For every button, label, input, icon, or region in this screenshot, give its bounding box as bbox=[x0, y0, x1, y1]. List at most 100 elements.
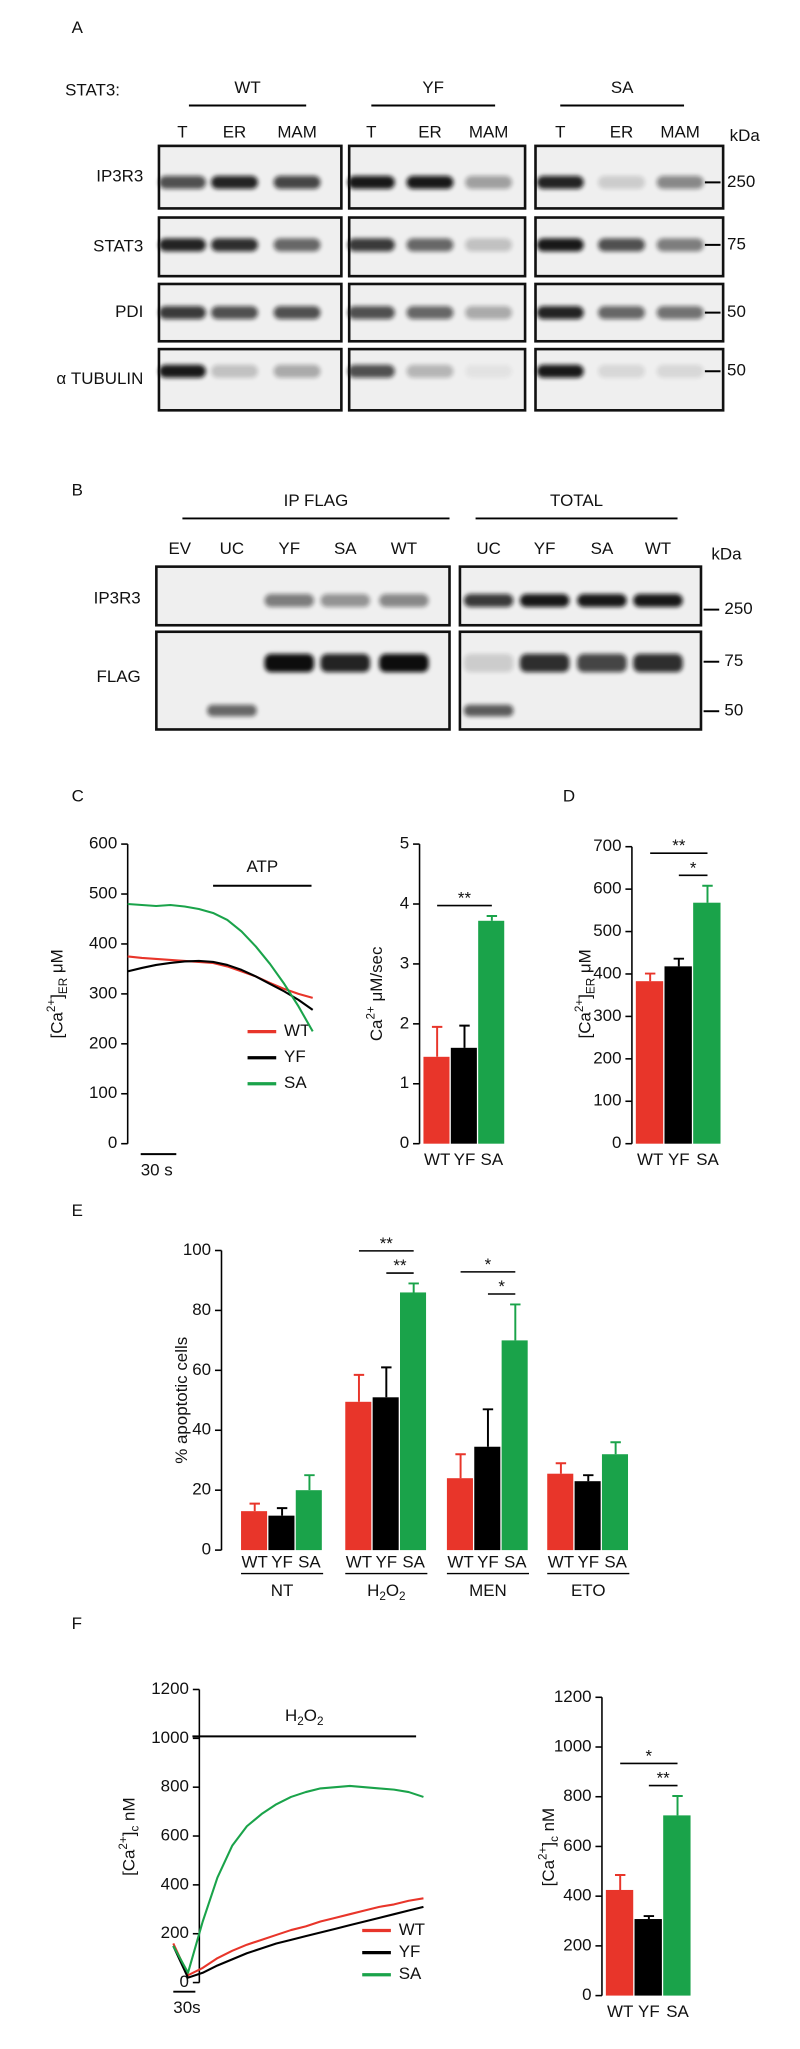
x-tick-label: YF bbox=[271, 1553, 293, 1572]
panel-letter: E bbox=[72, 1201, 83, 1220]
lane-label: T bbox=[366, 122, 376, 141]
significance-label: * bbox=[646, 1746, 653, 1765]
y-tick-label: 100 bbox=[89, 1083, 117, 1102]
data-line bbox=[127, 902, 314, 1032]
blot-band bbox=[406, 175, 454, 189]
y-axis-label: [Ca2+]c nM bbox=[117, 1797, 142, 1875]
legend-label: WT bbox=[284, 1021, 310, 1040]
text-part: O bbox=[304, 1706, 317, 1725]
y-tick-label: 600 bbox=[563, 1836, 591, 1855]
y-tick-label: 2 bbox=[400, 1013, 409, 1032]
bar bbox=[474, 1446, 501, 1551]
scale-bar-label: 30 s bbox=[141, 1161, 173, 1180]
lane-label: SA bbox=[591, 539, 614, 558]
y-tick-label: 200 bbox=[161, 1923, 189, 1942]
x-tick-label: WT bbox=[424, 1150, 450, 1169]
significance-label: * bbox=[498, 1277, 505, 1296]
blot-band bbox=[465, 175, 513, 189]
y-tick-label: 800 bbox=[161, 1777, 189, 1796]
panel-letter: F bbox=[72, 1614, 82, 1633]
blot-band bbox=[158, 306, 206, 320]
text-part: [Ca bbox=[120, 1849, 139, 1876]
blot-band bbox=[536, 175, 584, 189]
unit-label: kDa bbox=[730, 126, 761, 145]
legend-label: YF bbox=[284, 1047, 306, 1066]
bar bbox=[547, 1473, 574, 1551]
blot-band bbox=[158, 364, 206, 378]
y-tick-label: 400 bbox=[89, 933, 117, 952]
blot-band bbox=[519, 653, 570, 673]
panel-letter: A bbox=[72, 18, 84, 37]
bar bbox=[605, 1889, 634, 1996]
y-axis-label: [Ca2+]ER μM bbox=[573, 949, 598, 1038]
y-tick-label: 1200 bbox=[554, 1687, 592, 1706]
blot-band bbox=[656, 306, 704, 320]
text-part: ER bbox=[585, 978, 598, 994]
row-label: PDI bbox=[115, 302, 143, 321]
text-part: H bbox=[285, 1706, 297, 1725]
data-line bbox=[172, 1905, 424, 1979]
x-tick-label: YF bbox=[638, 2002, 660, 2021]
error-bar bbox=[455, 1453, 466, 1479]
error-bar bbox=[555, 1462, 567, 1474]
data-line bbox=[172, 1897, 424, 1977]
group-label: SA bbox=[611, 78, 634, 97]
blot-box bbox=[347, 347, 527, 412]
text-part: μM/sec bbox=[367, 946, 386, 1006]
y-tick-label: 400 bbox=[593, 963, 621, 982]
group-label: YF bbox=[422, 78, 444, 97]
y-tick-label: 1000 bbox=[554, 1736, 592, 1755]
text-part: nM bbox=[120, 1797, 139, 1825]
blot-band bbox=[211, 175, 258, 189]
x-tick-label: SA bbox=[666, 2002, 689, 2021]
y-axis-label: Ca2+ μM/sec bbox=[364, 946, 386, 1041]
lane-label: SA bbox=[334, 539, 357, 558]
blot-band bbox=[536, 364, 584, 378]
x-tick-label: YF bbox=[477, 1553, 499, 1572]
blot-band bbox=[656, 364, 704, 378]
error-bar bbox=[381, 1366, 392, 1398]
error-bar bbox=[482, 1408, 494, 1447]
text-part: [Ca bbox=[48, 1012, 67, 1039]
blot-band bbox=[406, 364, 454, 378]
blot-band bbox=[406, 238, 454, 252]
text-part: ] bbox=[120, 1832, 139, 1837]
blot-band bbox=[465, 306, 513, 320]
x-tick-label: YF bbox=[668, 1150, 690, 1169]
significance-label: * bbox=[485, 1255, 492, 1274]
text-part: O bbox=[386, 1581, 399, 1600]
error-bar bbox=[673, 957, 685, 967]
text-part: c bbox=[548, 1836, 561, 1842]
text-part: c bbox=[129, 1826, 142, 1832]
bar bbox=[446, 1478, 473, 1551]
lane-label: WT bbox=[391, 539, 417, 558]
group-label: NT bbox=[271, 1581, 294, 1600]
unit-label: kDa bbox=[711, 544, 742, 563]
significance-label: ** bbox=[393, 1256, 407, 1275]
data-line bbox=[172, 1784, 424, 1974]
text-part: [Ca bbox=[539, 1859, 558, 1886]
bar bbox=[345, 1401, 372, 1551]
blot-band bbox=[347, 175, 395, 189]
error-bar bbox=[614, 1874, 626, 1890]
y-tick-label: 1200 bbox=[151, 1679, 189, 1698]
x-tick-label: SA bbox=[696, 1150, 719, 1169]
y-tick-label: 300 bbox=[593, 1006, 621, 1025]
blot-band bbox=[320, 653, 371, 673]
bar bbox=[693, 902, 721, 1144]
bar bbox=[450, 1047, 477, 1144]
text-part: ] bbox=[48, 994, 67, 999]
bar bbox=[268, 1515, 295, 1551]
marker-label: 50 bbox=[724, 701, 743, 720]
y-tick-label: 20 bbox=[192, 1480, 211, 1499]
lane-label: MAM bbox=[469, 122, 508, 141]
lane-label: T bbox=[177, 122, 187, 141]
text-part: 2+ bbox=[45, 999, 58, 1013]
blot-band bbox=[463, 653, 514, 673]
x-tick-label: SA bbox=[402, 1553, 425, 1572]
row-label: IP3R3 bbox=[94, 589, 141, 608]
error-bar bbox=[276, 1507, 288, 1516]
x-tick-label: WT bbox=[447, 1553, 473, 1572]
bar bbox=[501, 1340, 528, 1551]
y-tick-label: 60 bbox=[192, 1360, 211, 1379]
